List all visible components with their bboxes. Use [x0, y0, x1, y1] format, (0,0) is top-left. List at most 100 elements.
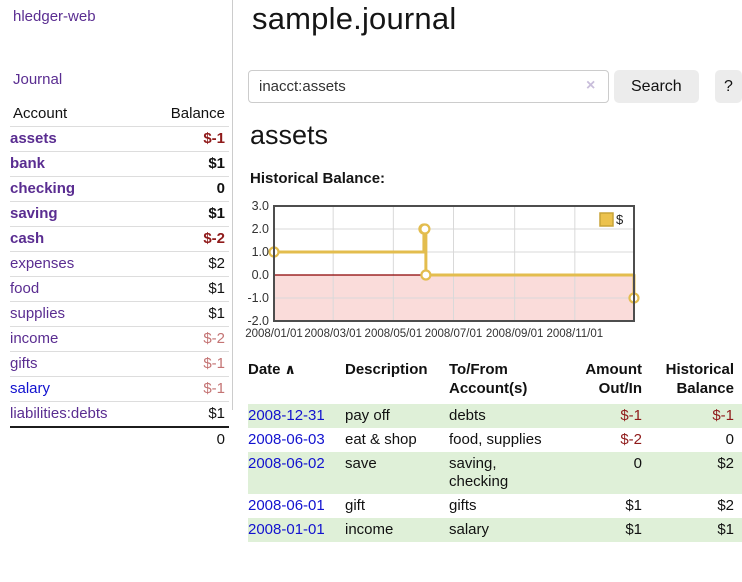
account-balance: $-2 [203, 230, 225, 247]
legend-swatch [599, 212, 614, 227]
transaction-row: 2008-01-01 income salary $1 $1 [248, 518, 742, 542]
account-row: salary $-1 [10, 376, 229, 402]
transactions-table: Date ∧ Description To/From Account(s) Amo… [248, 358, 742, 542]
amount-column-header: Amount Out/In [585, 361, 642, 397]
legend-label: $ [616, 212, 624, 227]
search-button[interactable]: Search [614, 70, 699, 103]
y-axis-tick-label: -1.0 [247, 291, 269, 305]
y-axis-tick-label: 3.0 [252, 199, 269, 213]
clear-search-icon[interactable]: × [586, 77, 596, 94]
sidebar: hledger-web Journal Account Balance asse… [0, 0, 233, 448]
account-balance: $2 [208, 255, 225, 272]
account-balance: $1 [208, 280, 225, 297]
account-row: supplies $1 [10, 301, 229, 327]
accounts-total-value: 0 [216, 431, 225, 448]
transaction-amount: $1 [625, 497, 642, 514]
account-link[interactable]: assets [10, 130, 57, 147]
transaction-date-link[interactable]: 2008-06-01 [248, 497, 325, 514]
search-bar: × Search ? [248, 70, 742, 103]
transaction-row: 2008-06-01 gift gifts $1 $2 [248, 494, 742, 518]
accounts-table: Account Balance assets $-1 bank $1 checking 0… [10, 102, 229, 452]
transaction-row: 2008-06-02 save saving, checking 0 $2 [248, 452, 742, 494]
x-axis-tick-label: 2008/05/01 [365, 328, 423, 340]
transaction-amount: $-1 [620, 407, 642, 424]
transaction-description: gift [345, 497, 366, 514]
account-row: expenses $2 [10, 251, 229, 277]
data-point-marker [419, 223, 431, 235]
transaction-accounts: saving, checking [449, 455, 509, 490]
account-row: liabilities:debts $1 [10, 401, 229, 428]
transaction-amount: 0 [633, 455, 642, 472]
account-balance: $1 [208, 205, 225, 222]
transaction-row: 2008-06-03 eat & shop food, supplies $-2 0 [248, 428, 742, 452]
y-axis-tick-label: 0.0 [252, 268, 269, 282]
transaction-date-link[interactable]: 2008-12-31 [248, 407, 325, 424]
account-row: assets $-1 [10, 126, 229, 152]
transaction-date-link[interactable]: 2008-06-02 [248, 455, 325, 472]
account-link[interactable]: bank [10, 155, 46, 172]
account-balance: $1 [208, 305, 225, 322]
account-link[interactable]: saving [10, 205, 58, 222]
x-axis-tick-label: 2008/03/01 [304, 328, 362, 340]
balance-column-header: Historical Balance [665, 361, 734, 397]
account-balance: $-2 [203, 330, 225, 347]
account-row: bank $1 [10, 151, 229, 177]
account-link[interactable]: food [10, 280, 40, 297]
data-point-marker [420, 269, 432, 281]
date-header-label: Date [248, 361, 281, 378]
transaction-balance: $-1 [712, 407, 734, 424]
account-link[interactable]: income [10, 330, 59, 347]
historical-balance-chart: $3.0 2.0 1.0 0.0 -1.0 -2.0 2008/01/01 2008/03/0… [245, 199, 742, 349]
account-link[interactable]: checking [10, 180, 76, 197]
chart-title: Historical Balance: [250, 170, 386, 187]
transaction-accounts: debts [449, 407, 486, 424]
transaction-balance: $1 [717, 521, 734, 538]
account-link[interactable]: salary [10, 380, 51, 397]
description-column-header: Description [345, 361, 428, 378]
page-title: sample.journal [252, 1, 457, 36]
x-axis-tick-label: 2008/01/01 [245, 328, 303, 340]
transaction-accounts: salary [449, 521, 490, 538]
app-brand-link[interactable]: hledger-web [13, 8, 96, 25]
search-input[interactable] [248, 70, 609, 103]
account-link[interactable]: cash [10, 230, 45, 247]
account-link[interactable]: supplies [10, 305, 66, 322]
sidebar-item-journal[interactable]: Journal [13, 71, 63, 88]
account-link[interactable]: expenses [10, 255, 75, 272]
account-row: cash $-2 [10, 226, 229, 252]
accounts-total-row: 0 [10, 427, 229, 452]
account-row: food $1 [10, 276, 229, 302]
transaction-balance: $2 [717, 455, 734, 472]
transaction-date-cell: 2008-12-31 [248, 404, 345, 428]
account-balance: 0 [216, 180, 225, 197]
account-balance: $-1 [203, 380, 225, 397]
account-link[interactable]: liabilities:debts [10, 405, 108, 422]
transaction-description: save [345, 455, 377, 472]
transaction-date-link[interactable]: 2008-06-03 [248, 431, 325, 448]
transaction-date-link[interactable]: 2008-01-01 [248, 521, 325, 538]
date-column-header[interactable]: Date ∧ [248, 358, 345, 404]
transaction-description: income [345, 521, 394, 538]
x-axis-tick-label: 2008/11/01 [546, 328, 603, 340]
account-balance: $-1 [203, 355, 225, 372]
account-row: checking 0 [10, 176, 229, 202]
x-axis-tick-label: 2008/09/01 [486, 328, 544, 340]
transaction-accounts: gifts [449, 497, 477, 514]
account-row: gifts $-1 [10, 351, 229, 377]
help-button[interactable]: ? [715, 70, 742, 103]
x-axis-tick-label: 2008/07/01 [425, 328, 483, 340]
transaction-date-cell: 2008-06-01 [248, 494, 345, 518]
account-heading: assets [250, 120, 329, 150]
accounts-col-account: Account [13, 105, 68, 122]
y-axis-tick-label: 2.0 [252, 222, 269, 236]
account-balance: $1 [208, 405, 225, 422]
transaction-balance: $2 [717, 497, 734, 514]
transaction-balance: 0 [725, 431, 734, 448]
transaction-description: eat & shop [345, 431, 417, 448]
transaction-accounts: food, supplies [449, 431, 542, 448]
account-row: saving $1 [10, 201, 229, 227]
accounts-col-balance: Balance [170, 105, 225, 122]
transaction-description: pay off [345, 407, 390, 424]
account-link[interactable]: gifts [10, 355, 38, 372]
